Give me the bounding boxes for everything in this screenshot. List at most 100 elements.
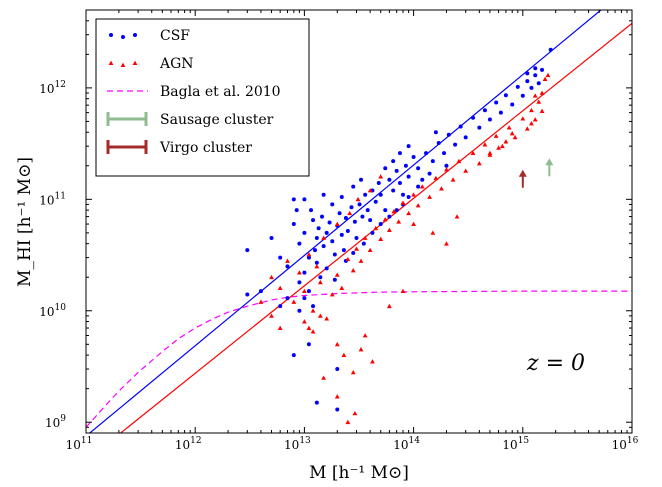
csf-point	[515, 84, 520, 89]
csf-point	[391, 188, 396, 193]
csf-point	[343, 215, 348, 220]
csf-point	[424, 151, 429, 156]
csf-point	[297, 308, 302, 313]
agn-point	[382, 217, 388, 222]
series-bagla-et-al-2010	[86, 290, 632, 428]
csf-point	[420, 177, 425, 182]
agn-point	[306, 325, 312, 330]
csf-point	[339, 194, 344, 199]
csf-point	[245, 292, 250, 297]
csf-point	[324, 230, 329, 235]
plot-frame	[85, 9, 633, 434]
csf-point	[525, 71, 530, 76]
csf-point	[311, 218, 316, 223]
csf-point	[370, 230, 375, 235]
y-tick-label: 1010	[39, 303, 66, 319]
csf-point	[306, 255, 311, 260]
redshift-annotation: z = 0	[526, 351, 585, 376]
agn-point	[439, 186, 444, 191]
x-tick-label: 1011	[66, 436, 93, 452]
agn-point	[310, 308, 316, 313]
agn-point	[347, 210, 353, 216]
csf-point	[477, 125, 482, 130]
csf-point	[302, 296, 307, 301]
agn-point	[362, 235, 368, 240]
x-axis-label: M [h⁻¹ M⊙]	[309, 463, 409, 483]
legend-label-bagla-et-al-2010: Bagla et al. 2010	[160, 84, 281, 100]
agn-point	[433, 175, 439, 181]
y-axis-label: M_HI [h⁻¹ M⊙]	[15, 157, 35, 287]
csf-point	[321, 244, 326, 249]
csf-point	[406, 174, 411, 179]
csf-point	[337, 211, 342, 216]
agn-point	[306, 252, 312, 257]
series-csf-fit	[88, 10, 602, 433]
csf-point	[351, 250, 356, 255]
csf-point	[314, 400, 319, 405]
agn-point	[370, 359, 375, 364]
agn-point	[496, 145, 501, 150]
csf-point	[376, 181, 381, 186]
agn-point	[444, 167, 449, 172]
csf-point	[306, 289, 311, 294]
agn-point	[520, 116, 526, 121]
csf-point	[285, 264, 290, 269]
csf-point	[536, 81, 541, 86]
agn-point	[529, 121, 534, 126]
agn-point	[314, 264, 320, 269]
csf-point	[394, 208, 399, 213]
agn-point	[350, 369, 356, 375]
csf-point	[335, 407, 340, 412]
csf-point	[406, 144, 411, 149]
csf-point	[360, 214, 365, 219]
csf-point	[520, 93, 525, 98]
agn-point	[358, 347, 364, 352]
agn-point	[367, 188, 373, 193]
agn-point	[291, 299, 297, 304]
agn-point	[334, 341, 340, 347]
agn-point	[509, 131, 515, 136]
agn-point	[411, 221, 416, 226]
agn-point	[324, 316, 330, 321]
agn-point	[499, 143, 505, 149]
csf-point	[332, 252, 337, 257]
csf-point	[433, 130, 438, 135]
agn-point	[427, 194, 432, 199]
csf-point	[436, 141, 441, 146]
x-axis-label-text: M [h⁻¹ M⊙]	[309, 463, 409, 483]
y-tick-label: 1011	[39, 191, 66, 207]
agn-point	[406, 210, 412, 216]
agn-point	[532, 117, 538, 122]
csf-point	[309, 208, 314, 213]
y-axis-ticks: 109 1010 1011 1012	[39, 9, 632, 434]
agn-point	[355, 196, 361, 202]
agn-point	[362, 333, 368, 338]
csf-point	[330, 202, 335, 207]
csf-point	[540, 67, 545, 72]
agn-point	[456, 158, 462, 164]
agn-point	[258, 299, 264, 304]
agn-point	[329, 292, 335, 297]
csf-point	[487, 117, 492, 122]
csf-point	[278, 304, 283, 309]
series-agn-fit	[119, 22, 632, 433]
csf-point	[430, 159, 435, 164]
agn-point	[506, 125, 512, 130]
agn-point	[269, 274, 274, 280]
csf-point	[510, 102, 515, 107]
csf-point	[324, 266, 329, 271]
csf-point	[463, 135, 468, 140]
agn-point	[529, 107, 534, 113]
csf-point	[314, 235, 319, 240]
csf-point	[291, 222, 296, 227]
virgo-cluster-arrow-head	[518, 169, 527, 177]
agn-point	[386, 303, 392, 309]
csf-point	[503, 93, 508, 98]
x-tick-label: 1013	[284, 436, 311, 452]
csf-point	[416, 184, 421, 189]
agn-point	[470, 150, 476, 156]
x-tick-label: 1014	[393, 436, 420, 452]
csf-point	[352, 219, 357, 224]
legend-marker-dot	[121, 35, 125, 39]
